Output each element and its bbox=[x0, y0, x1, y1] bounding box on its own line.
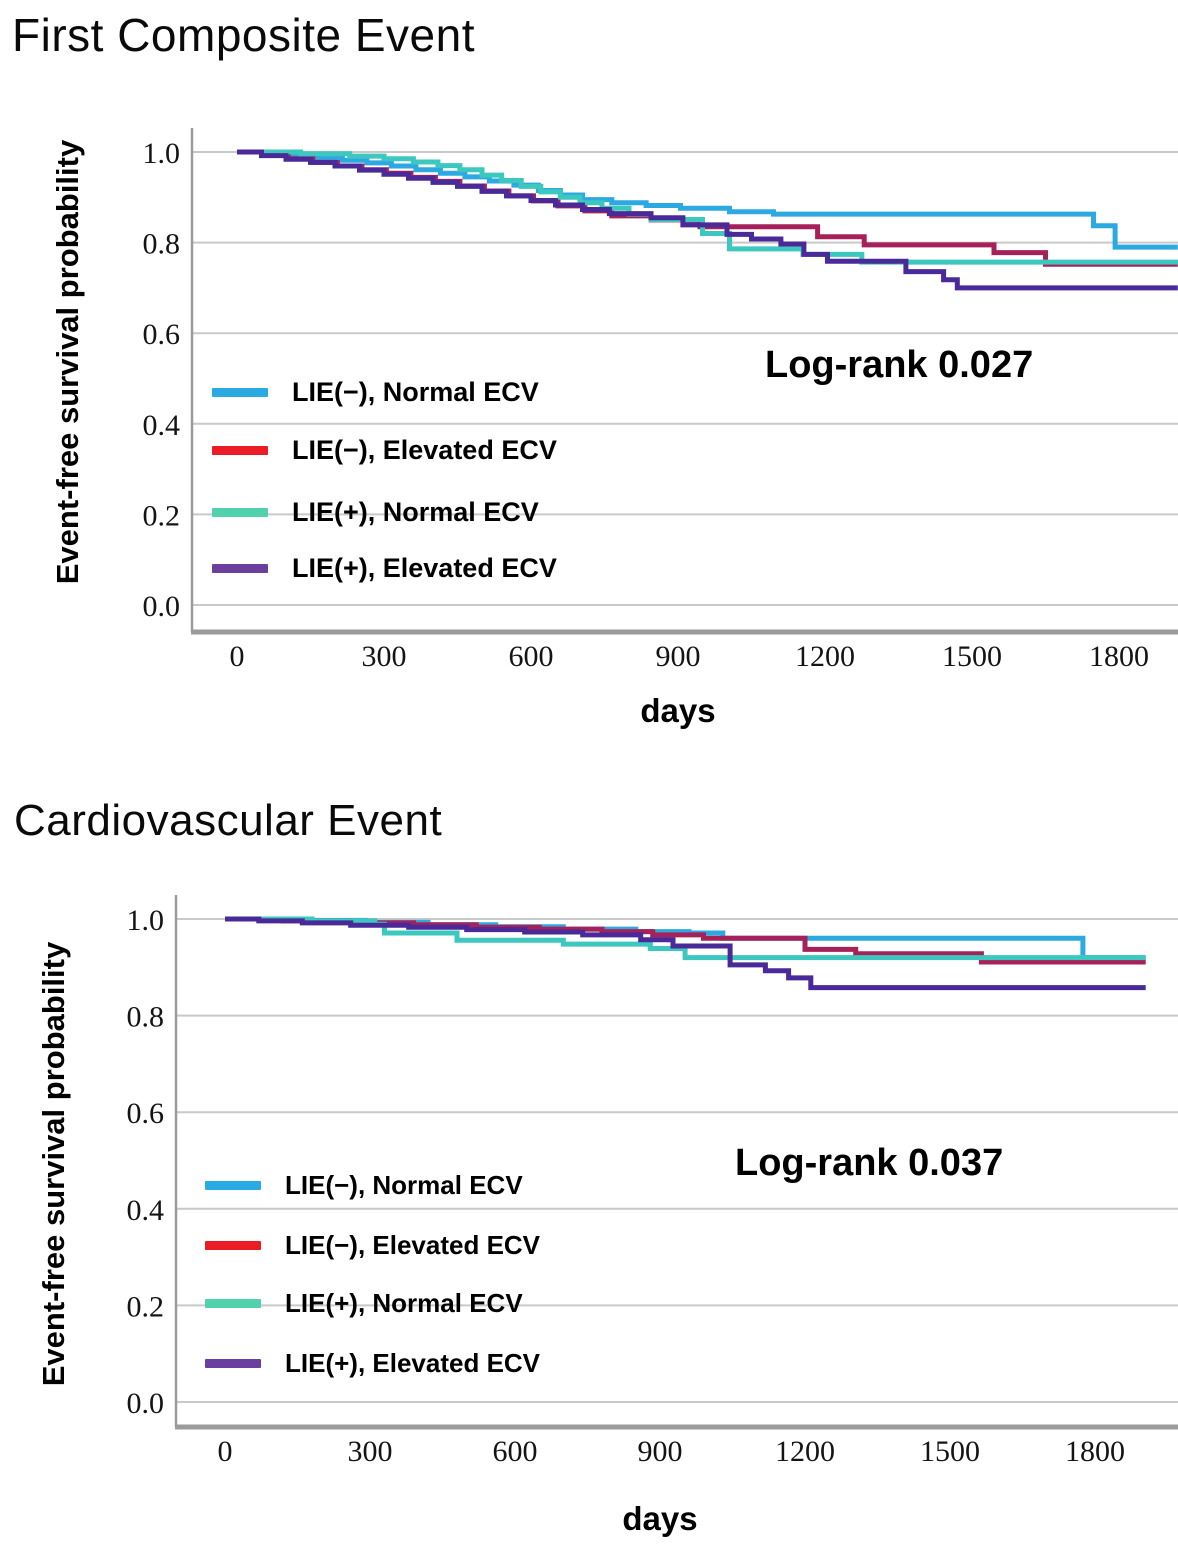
x-tick-label: 600 bbox=[509, 640, 554, 673]
y-tick-label: 0.2 bbox=[143, 499, 181, 532]
legend-label: LIE(+), Normal ECV bbox=[292, 496, 539, 527]
legend-label: LIE(−), Normal ECV bbox=[285, 1169, 523, 1200]
chart1-x-axis-title: days bbox=[640, 692, 716, 729]
km-curve-series-3 bbox=[237, 149, 1178, 291]
y-tick-label: 0.6 bbox=[127, 1097, 165, 1130]
legend-swatch-icon bbox=[205, 1180, 261, 1190]
km-curve-series-0 bbox=[237, 149, 1178, 250]
x-tick-label: 0 bbox=[218, 1435, 233, 1468]
x-tick-label: 0 bbox=[230, 640, 245, 673]
legend-swatch-icon bbox=[212, 507, 268, 517]
legend-label: LIE(−), Elevated ECV bbox=[292, 434, 557, 465]
chart1-logrank-annotation: Log-rank 0.027 bbox=[765, 344, 1034, 386]
y-tick-label: 0.8 bbox=[127, 1001, 165, 1034]
legend-item-3: LIE(+), Elevated ECV bbox=[212, 552, 557, 583]
legend-item-2: LIE(+), Normal ECV bbox=[205, 1287, 523, 1318]
x-tick-label: 1500 bbox=[942, 640, 1002, 673]
y-tick-label: 0.2 bbox=[127, 1290, 165, 1323]
x-tick-label: 900 bbox=[637, 1435, 682, 1468]
legend-swatch-icon bbox=[212, 563, 268, 573]
chart1-plot-area: 1.0 0.8 0.6 0.4 0.2 0.0 0 300 600 900 1200 1500 1800 bbox=[143, 128, 1178, 673]
km-curve-series-3 bbox=[225, 916, 1146, 991]
x-tick-label: 600 bbox=[492, 1435, 537, 1468]
y-tick-label: 0.6 bbox=[143, 318, 181, 351]
x-tick-label: 900 bbox=[656, 640, 701, 673]
x-tick-label: 300 bbox=[347, 1435, 392, 1468]
legend-swatch-icon bbox=[205, 1240, 261, 1250]
legend-label: LIE(+), Normal ECV bbox=[285, 1287, 523, 1318]
legend-item-0: LIE(−), Normal ECV bbox=[205, 1169, 523, 1200]
x-tick-label: 300 bbox=[362, 640, 407, 673]
legend-item-3: LIE(+), Elevated ECV bbox=[205, 1347, 541, 1378]
y-tick-label: 0.0 bbox=[143, 590, 181, 623]
legend-label: LIE(+), Elevated ECV bbox=[285, 1347, 541, 1378]
x-tick-label: 1200 bbox=[775, 1435, 835, 1468]
x-tick-label: 1200 bbox=[795, 640, 855, 673]
legend-item-1: LIE(−), Elevated ECV bbox=[212, 434, 557, 465]
chart2-title: Cardiovascular Event bbox=[14, 796, 443, 845]
legend-item-0: LIE(−), Normal ECV bbox=[212, 376, 539, 407]
km-curve-series-2 bbox=[237, 149, 1178, 265]
legend-label: LIE(−), Normal ECV bbox=[292, 376, 539, 407]
chart2-x-axis-title: days bbox=[622, 1500, 698, 1537]
chart1-title: First Composite Event bbox=[12, 9, 475, 61]
y-tick-label: 1.0 bbox=[143, 137, 181, 170]
legend-item-1: LIE(−), Elevated ECV bbox=[205, 1229, 541, 1260]
legend-swatch-icon bbox=[212, 445, 268, 455]
y-tick-label: 0.4 bbox=[127, 1194, 165, 1227]
x-tick-label: 1800 bbox=[1065, 1435, 1125, 1468]
legend-swatch-icon bbox=[212, 387, 268, 397]
x-tick-label: 1500 bbox=[920, 1435, 980, 1468]
x-tick-label: 1800 bbox=[1089, 640, 1149, 673]
legend-label: LIE(+), Elevated ECV bbox=[292, 552, 557, 583]
y-tick-label: 0.0 bbox=[127, 1387, 165, 1420]
y-tick-label: 1.0 bbox=[127, 904, 165, 937]
y-tick-label: 0.8 bbox=[143, 228, 181, 261]
legend-swatch-icon bbox=[205, 1358, 261, 1368]
legend-label: LIE(−), Elevated ECV bbox=[285, 1229, 541, 1260]
legend-swatch-icon bbox=[205, 1298, 261, 1308]
legend-item-2: LIE(+), Normal ECV bbox=[212, 496, 539, 527]
chart2-logrank-annotation: Log-rank 0.037 bbox=[735, 1142, 1004, 1184]
y-tick-label: 0.4 bbox=[143, 409, 181, 442]
chart2-plot-area: 1.0 0.8 0.6 0.4 0.2 0.0 0 300 600 900 1200 1500 1800 bbox=[127, 895, 1178, 1468]
